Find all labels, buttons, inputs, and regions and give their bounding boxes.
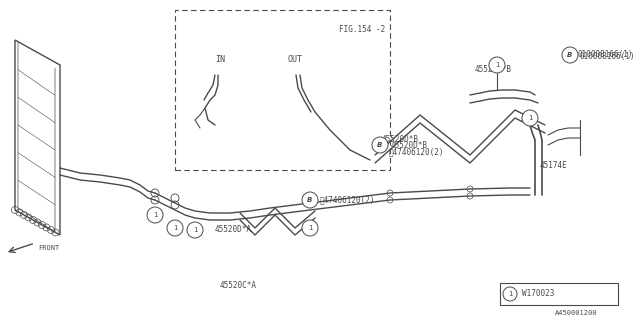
Text: 1: 1 (153, 212, 157, 218)
Text: FIG.154 -2: FIG.154 -2 (339, 25, 385, 34)
Text: B: B (378, 142, 383, 148)
Text: 1: 1 (193, 227, 197, 233)
Circle shape (489, 57, 505, 73)
Text: 1: 1 (528, 115, 532, 121)
Text: W170023: W170023 (522, 290, 554, 299)
Text: 45520D*B: 45520D*B (382, 135, 419, 145)
Text: 45520C*A: 45520C*A (220, 281, 257, 290)
Text: 45520D*B: 45520D*B (391, 140, 428, 149)
Text: 1: 1 (308, 225, 312, 231)
Text: B: B (307, 197, 313, 203)
Text: OUT: OUT (287, 55, 303, 65)
Circle shape (503, 287, 517, 301)
Text: 1: 1 (495, 62, 499, 68)
Text: 45520C*B: 45520C*B (475, 66, 512, 75)
Text: IN: IN (215, 55, 225, 65)
Text: Ⓓ47406120(2): Ⓓ47406120(2) (320, 196, 376, 204)
Text: 010008166(1): 010008166(1) (580, 52, 636, 61)
Text: Ⓓ47406120(2): Ⓓ47406120(2) (389, 148, 445, 156)
Circle shape (302, 192, 318, 208)
Text: 1: 1 (508, 291, 512, 297)
Text: B: B (567, 52, 573, 58)
Circle shape (302, 220, 318, 236)
Bar (500, 283, 618, 305)
Text: 45520D*A: 45520D*A (215, 226, 252, 235)
Text: A450001200: A450001200 (555, 310, 598, 316)
Bar (175, 10, 390, 170)
Circle shape (187, 222, 203, 238)
Circle shape (562, 47, 578, 63)
Circle shape (147, 207, 163, 223)
Text: FRONT: FRONT (38, 245, 60, 251)
Text: 010008166(1): 010008166(1) (578, 51, 634, 60)
Circle shape (372, 137, 388, 153)
Circle shape (522, 110, 538, 126)
Text: 1: 1 (173, 225, 177, 231)
Text: 45174E: 45174E (540, 161, 568, 170)
Circle shape (167, 220, 183, 236)
